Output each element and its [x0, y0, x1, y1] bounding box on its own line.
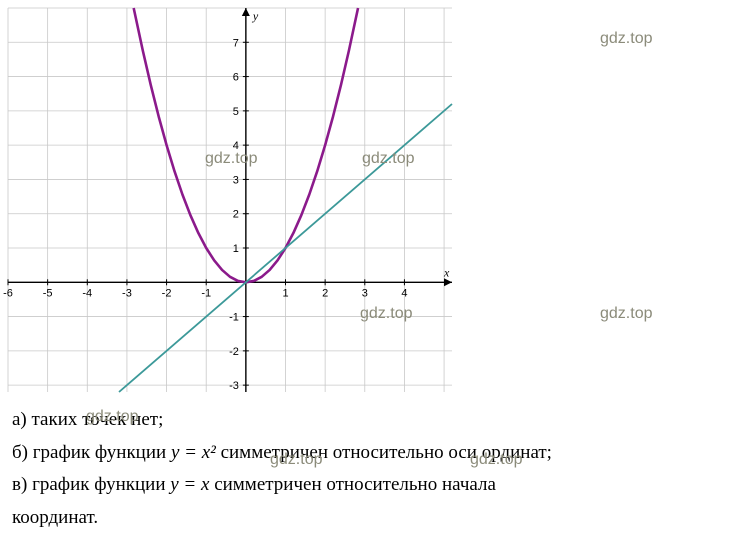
- svg-text:-1: -1: [229, 312, 239, 324]
- answer-b-text1: график функции: [33, 442, 166, 463]
- svg-text:7: 7: [233, 37, 239, 49]
- svg-text:4: 4: [233, 140, 239, 152]
- svg-text:-2: -2: [229, 346, 239, 358]
- svg-text:6: 6: [233, 72, 239, 84]
- answer-b: б) график функции y = x² симметричен отн…: [12, 439, 738, 468]
- chart-container: -6 -5 -4 -3 -2 -1 1 2 3 4 -3 -2 -1 1 2 3 4 5 6 7 x y: [0, 0, 460, 400]
- svg-text:3: 3: [233, 174, 239, 186]
- answer-c-text3: координат.: [12, 507, 98, 528]
- watermark: gdz.top: [600, 30, 652, 48]
- svg-text:-3: -3: [122, 287, 132, 299]
- svg-text:-2: -2: [162, 287, 172, 299]
- svg-text:x: x: [443, 265, 450, 279]
- answer-c-cont: координат.: [12, 504, 738, 533]
- svg-text:1: 1: [282, 287, 288, 299]
- svg-text:-1: -1: [201, 287, 211, 299]
- answer-c-text2: симметричен относительно начала: [214, 474, 496, 495]
- svg-text:-6: -6: [3, 287, 13, 299]
- svg-text:-5: -5: [43, 287, 53, 299]
- chart-svg: -6 -5 -4 -3 -2 -1 1 2 3 4 -3 -2 -1 1 2 3 4 5 6 7 x y: [0, 0, 460, 400]
- svg-text:-4: -4: [82, 287, 92, 299]
- svg-text:2: 2: [322, 287, 328, 299]
- svg-text:3: 3: [362, 287, 368, 299]
- svg-text:4: 4: [401, 287, 407, 299]
- svg-text:2: 2: [233, 209, 239, 221]
- answer-b-text2: симметричен относительно оси ординат;: [221, 442, 552, 463]
- answer-a-label: а): [12, 409, 27, 430]
- svg-text:-3: -3: [229, 380, 239, 392]
- answer-a: а) таких точек нет;: [12, 406, 738, 435]
- answer-b-formula: y = x²: [171, 442, 216, 463]
- answer-c: в) график функции y = x симметричен отно…: [12, 471, 738, 500]
- answer-a-text: таких точек нет;: [32, 409, 164, 430]
- svg-text:5: 5: [233, 106, 239, 118]
- svg-text:y: y: [252, 9, 259, 23]
- answer-c-label: в): [12, 474, 27, 495]
- watermark: gdz.top: [600, 305, 652, 323]
- answer-c-formula: y = x: [170, 474, 209, 495]
- svg-text:1: 1: [233, 243, 239, 255]
- answer-b-label: б): [12, 442, 28, 463]
- answer-c-text1: график функции: [32, 474, 165, 495]
- answers-block: а) таких точек нет; б) график функции y …: [0, 400, 750, 544]
